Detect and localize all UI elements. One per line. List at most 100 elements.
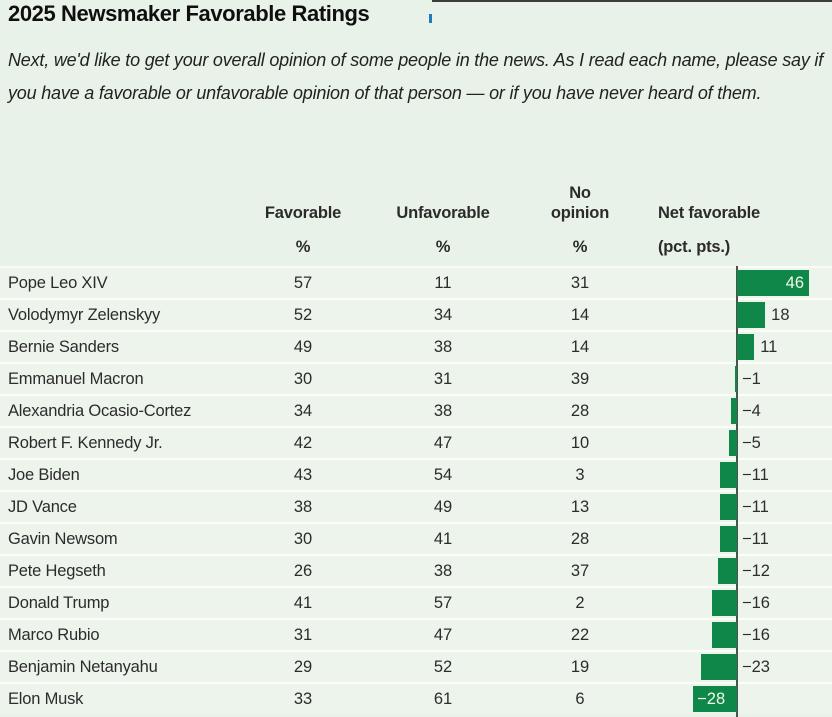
table-row: Robert F. Kennedy Jr. 42 47 10 −5: [0, 426, 832, 458]
net-favorable-cell: −1: [644, 364, 832, 394]
unfavorable-value: 61: [433, 689, 453, 708]
net-bar: [718, 558, 737, 584]
favorable-value: 49: [293, 337, 313, 356]
person-name: Robert F. Kennedy Jr.: [8, 433, 163, 452]
unfavorable-value: 38: [433, 337, 453, 356]
unfavorable-value: 38: [433, 561, 453, 580]
table-row: Pope Leo XIV 57 11 31 46: [0, 266, 832, 298]
net-value-label: 18: [771, 306, 790, 324]
caret-mark: [429, 14, 432, 23]
net-bar: [701, 654, 737, 680]
person-name: Marco Rubio: [8, 625, 100, 644]
column-label: No opinion: [550, 184, 610, 222]
net-value-label: 11: [760, 338, 778, 356]
column-header-unfavorable: Unfavorable %: [370, 172, 516, 266]
favorable-value: 29: [293, 657, 313, 676]
column-header-no-opinion: No opinion %: [516, 172, 644, 266]
person-name: Pete Hegseth: [8, 561, 106, 580]
no-opinion-value: 37: [570, 561, 590, 580]
column-unit: %: [295, 238, 311, 256]
net-bar: [729, 430, 737, 456]
net-bar: [737, 302, 766, 328]
favorable-value: 26: [293, 561, 313, 580]
title-rule: [432, 0, 832, 2]
net-value-label: −11: [742, 530, 769, 548]
table-row: JD Vance 38 49 13 −11: [0, 490, 832, 522]
column-label: Net favorable: [658, 204, 760, 222]
favorable-value: 33: [293, 689, 313, 708]
table-row: Pete Hegseth 26 38 37 −12: [0, 554, 832, 586]
unfavorable-value: 31: [433, 369, 453, 388]
table-row: Alexandria Ocasio-Cortez 34 38 28 −4: [0, 394, 832, 426]
net-bar: [735, 366, 737, 392]
unfavorable-value: 38: [433, 401, 453, 420]
net-favorable-cell: −16: [644, 620, 832, 650]
unfavorable-value: 11: [434, 273, 452, 292]
net-bar: [711, 622, 737, 648]
favorable-value: 30: [293, 529, 313, 548]
net-value-label: −23: [742, 658, 770, 676]
person-name: Volodymyr Zelenskyy: [8, 305, 161, 324]
favorable-value: 41: [293, 593, 313, 612]
favorable-value: 43: [293, 465, 313, 484]
no-opinion-value: 39: [570, 369, 590, 388]
net-favorable-cell: −4: [644, 396, 832, 426]
table-row: Volodymyr Zelenskyy 52 34 14 18: [0, 298, 832, 330]
no-opinion-value: 10: [570, 433, 590, 452]
no-opinion-value: 14: [570, 305, 590, 324]
net-value-label: −4: [742, 402, 761, 420]
unfavorable-value: 57: [433, 593, 453, 612]
net-value-label: −5: [742, 434, 761, 452]
net-favorable-cell: −11: [644, 524, 832, 554]
table-row: Bernie Sanders 49 38 14 11: [0, 330, 832, 362]
favorable-value: 57: [293, 273, 313, 292]
net-value-label: −1: [742, 370, 761, 388]
net-value-label: −11: [742, 498, 769, 516]
person-name: Benjamin Netanyahu: [8, 657, 158, 676]
table-body: Pope Leo XIV 57 11 31 46 Volodymyr Zelenskyy 5…: [0, 266, 832, 717]
net-value-label: −16: [742, 594, 770, 612]
net-bar: [711, 590, 737, 616]
column-header-favorable: Favorable %: [236, 172, 370, 266]
table-row: Gavin Newsom 30 41 28 −11: [0, 522, 832, 554]
favorable-value: 34: [293, 401, 313, 420]
net-value-label: −12: [742, 562, 770, 580]
net-bar: [719, 462, 737, 488]
column-label: Unfavorable: [396, 204, 490, 222]
net-favorable-cell: 46: [644, 268, 832, 298]
unfavorable-value: 54: [433, 465, 453, 484]
no-opinion-value: 14: [570, 337, 590, 356]
no-opinion-value: 31: [570, 273, 590, 292]
unfavorable-value: 34: [433, 305, 453, 324]
column-unit: (pct. pts.): [658, 238, 731, 256]
net-favorable-cell: −12: [644, 556, 832, 586]
person-name: Donald Trump: [8, 593, 110, 612]
person-name: Alexandria Ocasio-Cortez: [8, 401, 192, 420]
column-unit: %: [572, 238, 588, 256]
net-favorable-cell: 11: [644, 332, 832, 362]
net-value-label: −16: [742, 626, 770, 644]
table-row: Joe Biden 43 54 3 −11: [0, 458, 832, 490]
no-opinion-value: 2: [575, 593, 585, 612]
favorable-value: 31: [293, 625, 313, 644]
table-row: Donald Trump 41 57 2 −16: [0, 586, 832, 618]
net-bar-with-label: −28: [693, 686, 737, 712]
survey-question-text: Next, we'd like to get your overall opin…: [8, 50, 824, 103]
net-bar-with-label: 46: [737, 270, 809, 296]
person-name: Emmanuel Macron: [8, 369, 144, 388]
no-opinion-value: 28: [570, 401, 590, 420]
table-row: Elon Musk 33 61 6 −28: [0, 682, 832, 714]
favorable-value: 38: [293, 497, 313, 516]
unfavorable-value: 41: [433, 529, 453, 548]
no-opinion-value: 28: [570, 529, 590, 548]
unfavorable-value: 47: [433, 433, 453, 452]
no-opinion-value: 22: [570, 625, 590, 644]
person-name: Pope Leo XIV: [8, 273, 108, 292]
no-opinion-value: 13: [570, 497, 590, 516]
net-favorable-cell: −28: [644, 684, 832, 714]
net-bar: [737, 334, 755, 360]
net-favorable-cell: −23: [644, 652, 832, 682]
column-label: Favorable: [264, 204, 342, 222]
no-opinion-value: 6: [575, 689, 585, 708]
net-value-label: −11: [742, 466, 769, 484]
